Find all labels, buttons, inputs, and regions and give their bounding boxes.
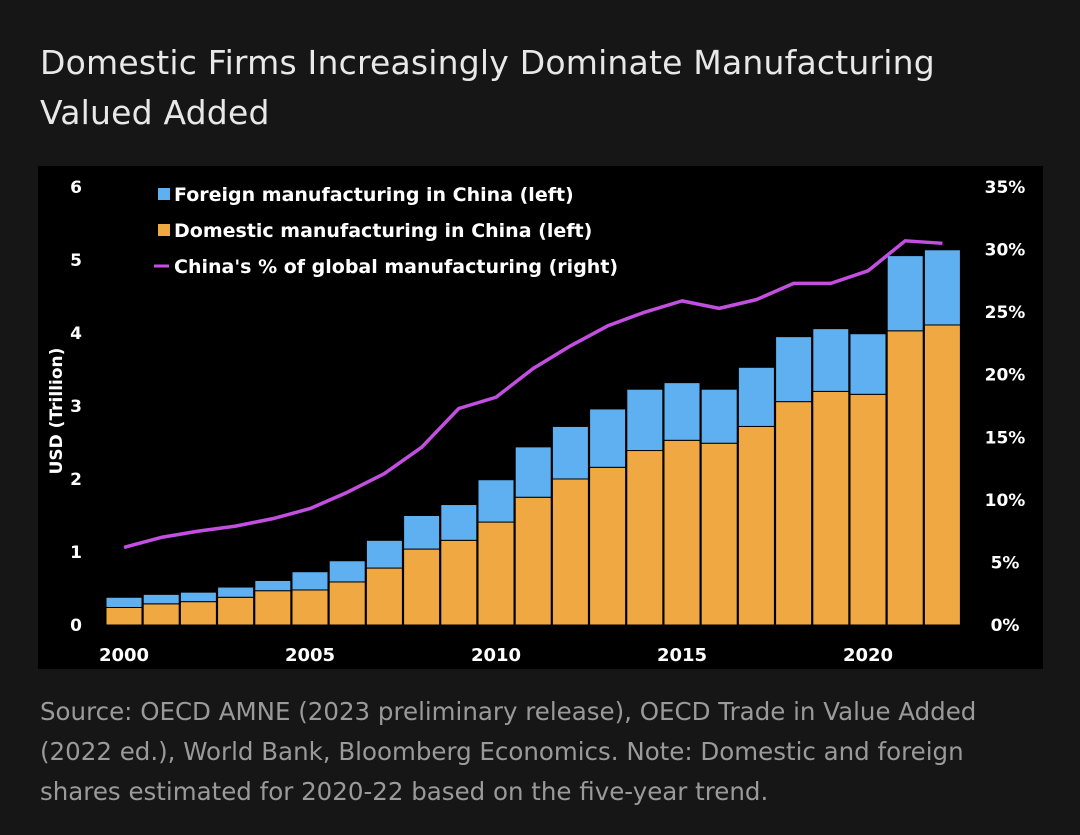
bar-domestic-2008 (403, 548, 441, 626)
bar-domestic-2020 (849, 393, 887, 626)
bar-foreign-2008 (403, 515, 441, 550)
bar-domestic-2009 (440, 539, 478, 626)
bar-foreign-2018 (775, 336, 813, 403)
bar-foreign-2019 (812, 328, 850, 392)
bar-foreign-2013 (589, 408, 627, 468)
legend-swatch (158, 224, 170, 236)
left-tick-label: 5 (70, 251, 82, 271)
chart-title: Domestic Firms Increasingly Dominate Man… (40, 43, 935, 132)
bar-foreign-2016 (700, 388, 738, 444)
x-tick-label: 2000 (99, 645, 149, 666)
line-layer (123, 239, 943, 550)
right-tick-label: 15% (985, 428, 1026, 448)
bar-domestic-2014 (626, 450, 664, 626)
bar-domestic-2021 (886, 330, 924, 626)
right-tick-label: 0% (991, 616, 1020, 636)
bar-domestic-2002 (179, 601, 217, 626)
bar-foreign-2003 (217, 586, 255, 598)
bar-foreign-2002 (179, 591, 217, 603)
right-tick-label: 10% (985, 491, 1026, 511)
right-tick-label: 25% (985, 303, 1026, 323)
legend-label: Domestic manufacturing in China (left) (174, 220, 592, 242)
bar-foreign-2014 (626, 388, 664, 452)
left-tick-label: 3 (70, 397, 82, 417)
bar-foreign-2006 (328, 560, 366, 583)
bar-layer (105, 249, 961, 626)
bar-foreign-2015 (663, 382, 701, 441)
bar-domestic-2022 (923, 324, 961, 626)
legend-label: Foreign manufacturing in China (left) (174, 184, 574, 206)
left-tick-label: 2 (70, 470, 82, 490)
bar-domestic-2019 (812, 390, 850, 626)
bar-domestic-2003 (217, 596, 255, 626)
y-axis-label: USD (Trillion) (47, 348, 67, 475)
x-axis-ticks: 2000 2005 2010 2015 2020 (99, 645, 893, 666)
bar-domestic-2011 (514, 496, 552, 626)
bar-domestic-2015 (663, 439, 701, 626)
x-tick-label: 2010 (471, 645, 521, 666)
bar-domestic-2007 (365, 567, 403, 626)
x-tick-label: 2015 (657, 645, 707, 666)
bar-domestic-2017 (737, 425, 775, 626)
right-tick-label: 5% (991, 553, 1020, 573)
bar-foreign-2004 (254, 579, 292, 592)
left-tick-label: 6 (70, 178, 82, 198)
right-tick-label: 35% (985, 178, 1026, 198)
bar-domestic-2010 (477, 521, 515, 626)
bar-foreign-2001 (142, 593, 180, 605)
bar-domestic-2000 (105, 606, 143, 626)
bar-foreign-2020 (849, 333, 887, 395)
legend: Foreign manufacturing in China (left) Dom… (154, 184, 618, 278)
x-tick-label: 2020 (843, 645, 893, 666)
bar-domestic-2013 (589, 466, 627, 626)
right-tick-label: 20% (985, 366, 1026, 386)
left-tick-label: 1 (70, 543, 82, 563)
left-axis-ticks: 0 1 2 3 4 5 6 (70, 178, 82, 636)
right-axis-ticks: 0% 5% 10% 15% 20% 25% 30% 35% (985, 178, 1026, 636)
legend-swatch (158, 188, 170, 200)
left-tick-label: 0 (70, 616, 82, 636)
legend-label: China's % of global manufacturing (right… (174, 256, 618, 278)
bar-foreign-2007 (365, 539, 403, 569)
bar-domestic-2012 (551, 478, 589, 626)
bar-foreign-2000 (105, 596, 143, 608)
left-tick-label: 4 (70, 324, 82, 344)
bar-foreign-2011 (514, 446, 552, 498)
bar-domestic-2018 (775, 401, 813, 626)
bar-domestic-2006 (328, 581, 366, 626)
bar-domestic-2001 (142, 603, 180, 626)
line-china-share (123, 239, 943, 550)
bar-foreign-2022 (923, 249, 961, 326)
bar-foreign-2005 (291, 571, 329, 591)
x-tick-label: 2005 (285, 645, 335, 666)
bar-foreign-2012 (551, 425, 589, 480)
bar-foreign-2021 (886, 255, 924, 332)
bar-domestic-2004 (254, 590, 292, 626)
bar-foreign-2017 (737, 366, 775, 427)
bar-domestic-2005 (291, 589, 329, 626)
source-note: Source: OECD AMNE (2023 preliminary rele… (40, 697, 977, 806)
bar-foreign-2009 (440, 504, 478, 541)
right-tick-label: 30% (985, 241, 1026, 261)
bar-foreign-2010 (477, 479, 515, 523)
bar-domestic-2016 (700, 442, 738, 626)
